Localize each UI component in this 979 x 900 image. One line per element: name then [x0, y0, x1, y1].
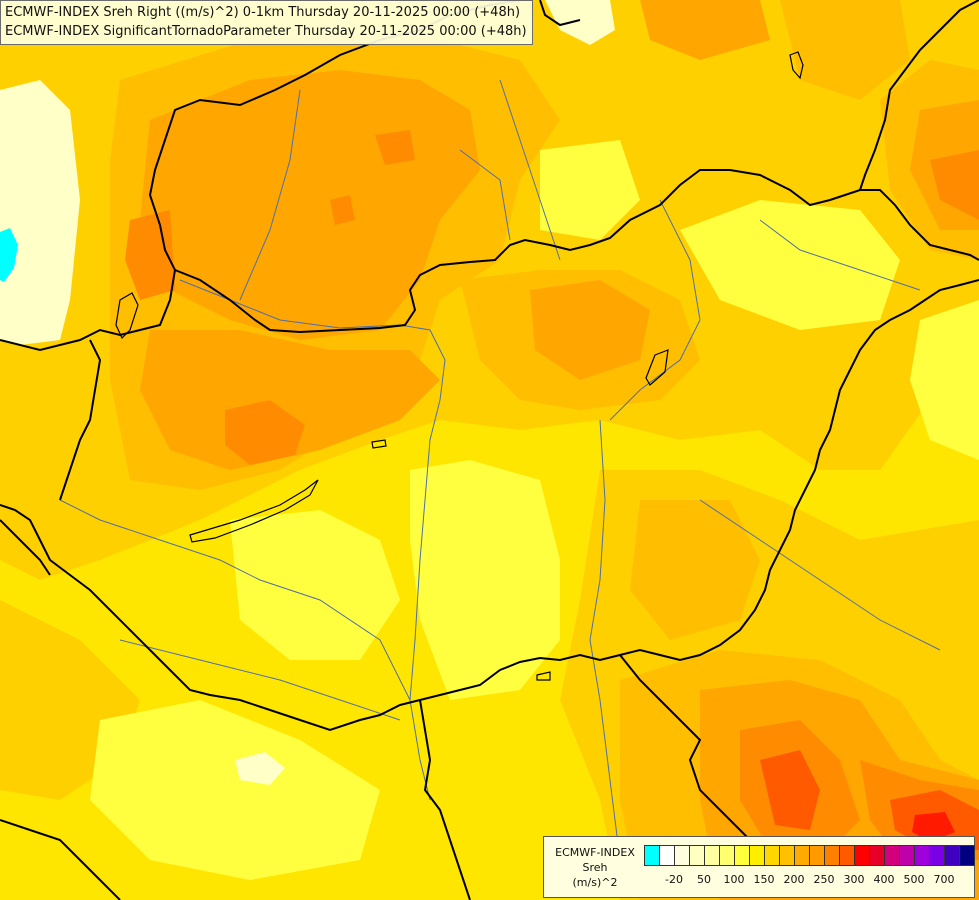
legend-swatch — [764, 845, 780, 866]
legend-tick-label: 250 — [813, 873, 835, 886]
legend-name-line: Sreh — [582, 861, 608, 874]
legend-swatch — [689, 845, 705, 866]
legend-swatch — [659, 845, 675, 866]
legend-color-scale — [644, 845, 975, 866]
legend-tick-label: 300 — [843, 873, 865, 886]
legend-name-line: ECMWF-INDEX — [555, 846, 635, 859]
legend-swatch — [644, 845, 660, 866]
legend-name-line: (m/s)^2 — [572, 876, 618, 889]
map-title-box: ECMWF-INDEX Sreh Right ((m/s)^2) 0-1km T… — [0, 0, 533, 45]
legend-variable-name: ECMWF-INDEX Sreh (m/s)^2 — [548, 845, 642, 890]
map-title-line-sreh: ECMWF-INDEX Sreh Right ((m/s)^2) 0-1km T… — [5, 5, 521, 20]
legend-swatch — [794, 845, 810, 866]
legend-swatch — [899, 845, 915, 866]
legend-swatch — [719, 845, 735, 866]
legend-swatch — [824, 845, 840, 866]
legend-swatch — [809, 845, 825, 866]
rivers — [59, 79, 941, 861]
legend-tick-labels: -20 50 100 150 200 250 300 400 500 700 — [644, 873, 970, 889]
legend-tick-label: 700 — [933, 873, 955, 886]
legend-swatch — [944, 845, 960, 866]
legend-tick-label: 200 — [783, 873, 805, 886]
color-legend: ECMWF-INDEX Sreh (m/s)^2 -20 50 100 150 200 2… — [543, 836, 975, 898]
legend-swatch — [959, 845, 975, 866]
legend-swatch — [734, 845, 750, 866]
legend-swatch — [914, 845, 930, 866]
legend-swatch — [779, 845, 795, 866]
legend-tick-label: 500 — [903, 873, 925, 886]
legend-swatch — [884, 845, 900, 866]
legend-swatch — [704, 845, 720, 866]
legend-swatch — [839, 845, 855, 866]
legend-tick-label: 150 — [753, 873, 775, 886]
legend-swatch — [854, 845, 870, 866]
legend-swatch — [929, 845, 945, 866]
legend-tick-label: 50 — [697, 873, 711, 886]
legend-swatch — [674, 845, 690, 866]
legend-tick-label: 100 — [723, 873, 745, 886]
map-title-line-stp: ECMWF-INDEX SignificantTornadoParameter … — [5, 24, 527, 39]
legend-swatch — [869, 845, 885, 866]
legend-tick-label: -20 — [665, 873, 683, 886]
legend-tick-label: 400 — [873, 873, 895, 886]
legend-swatch — [749, 845, 765, 866]
lakes — [115, 51, 804, 681]
